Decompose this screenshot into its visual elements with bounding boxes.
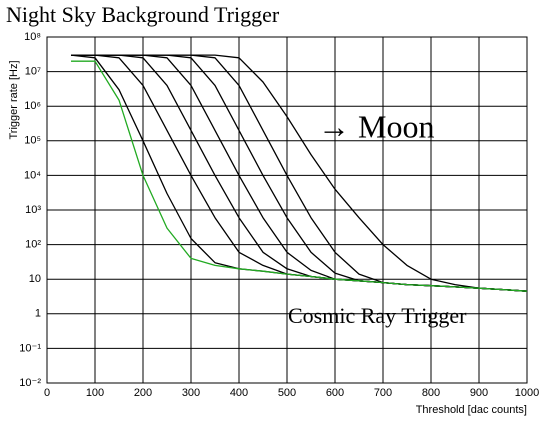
x-axis-label: Threshold [dac counts]: [416, 404, 527, 416]
y-tick-label: 10⁸: [24, 31, 41, 43]
y-tick-label: 10⁵: [24, 135, 41, 147]
data-line: [71, 54, 528, 292]
y-tick-label: 10⁻²: [19, 377, 41, 389]
data-line: [71, 54, 528, 292]
y-tick-label: 10⁴: [24, 169, 41, 181]
x-tick-label: 200: [134, 387, 152, 399]
data-line: [71, 54, 528, 292]
y-tick-label: 10⁷: [25, 66, 41, 78]
data-line: [71, 54, 528, 292]
x-tick-label: 400: [230, 387, 248, 399]
x-tick-label: 100: [86, 387, 104, 399]
x-tick-label: 800: [422, 387, 440, 399]
y-tick-label: 10: [29, 273, 41, 285]
data-line: [71, 54, 528, 292]
chart-title: Night Sky Background Trigger: [6, 2, 280, 27]
x-tick-label: 1000: [515, 387, 539, 399]
x-tick-label: 900: [470, 387, 488, 399]
x-tick-label: 300: [182, 387, 200, 399]
data-line: [71, 54, 528, 292]
annotation: Cosmic Ray Trigger: [288, 303, 467, 328]
y-axis-label: Trigger rate [Hz]: [8, 60, 20, 139]
x-tick-label: 600: [326, 387, 344, 399]
x-tick-label: 700: [374, 387, 392, 399]
annotation: → Moon: [318, 108, 434, 144]
x-tick-label: 0: [44, 387, 50, 399]
x-tick-label: 500: [278, 387, 296, 399]
y-tick-label: 10⁶: [24, 100, 41, 112]
y-tick-label: 10⁻¹: [19, 342, 41, 354]
data-line: [71, 60, 528, 292]
y-tick-label: 10²: [25, 239, 41, 251]
y-tick-label: 10³: [25, 204, 41, 216]
y-tick-label: 1: [35, 308, 41, 320]
data-line: [70, 54, 528, 292]
